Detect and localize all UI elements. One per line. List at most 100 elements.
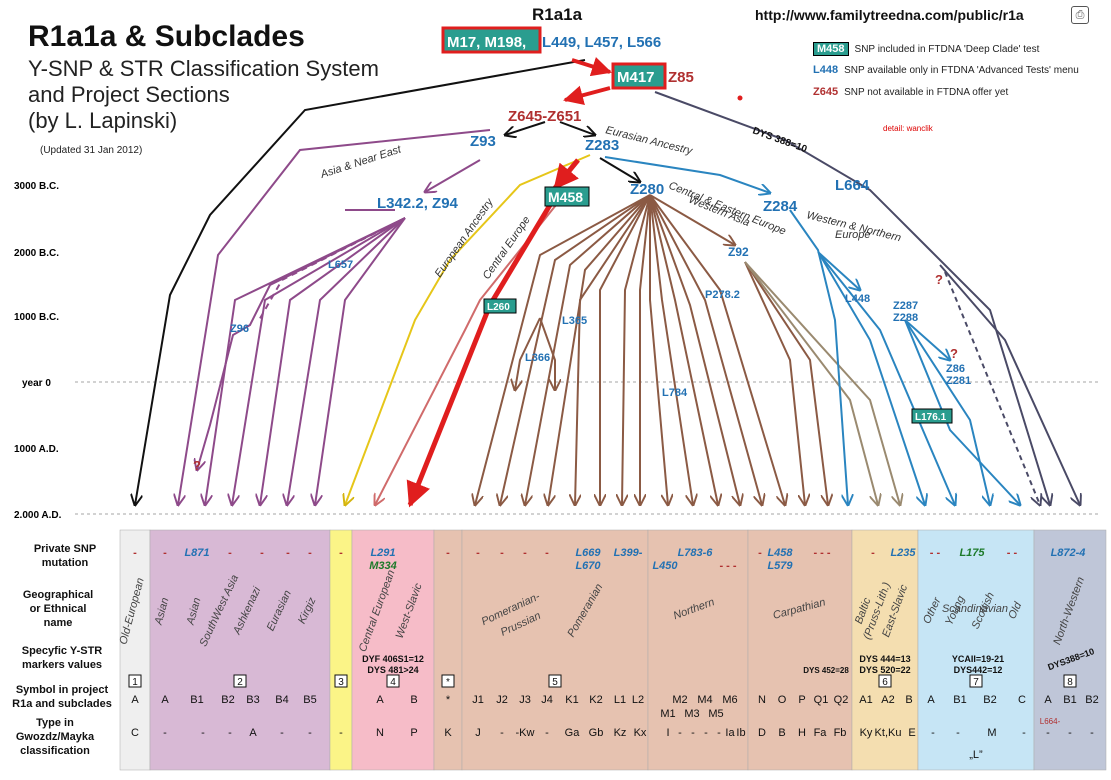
section-background xyxy=(1033,529,1107,771)
section-number-box xyxy=(233,674,247,688)
branch-z280 xyxy=(525,194,651,505)
snp-l784: L784 xyxy=(662,387,688,399)
cell-type: - xyxy=(1090,727,1094,739)
section-background xyxy=(917,529,1035,771)
row-label-symbol: Symbol in project xyxy=(16,684,109,696)
cell-snp: L458 xyxy=(767,547,793,559)
cell-snp: - - xyxy=(930,547,941,559)
time-label: 2000 B.C. xyxy=(14,248,59,259)
section-number-box xyxy=(878,674,892,688)
branch-z280 xyxy=(640,194,651,505)
cell-snp: L399- xyxy=(614,547,643,559)
cell-symbol: C xyxy=(1018,694,1026,706)
cell-snp: M334 xyxy=(369,560,397,572)
branch-l176 xyxy=(904,319,1020,505)
section-number: 8 xyxy=(1067,677,1073,688)
cell-type: - xyxy=(500,727,504,739)
branch-z92 xyxy=(649,194,735,245)
cell-symbol: N xyxy=(758,694,766,706)
branch-baltic-a xyxy=(744,261,878,505)
label-europe: Europe xyxy=(835,229,870,241)
cell-snp: L235 xyxy=(890,547,916,559)
cell-symbol: Q2 xyxy=(834,694,849,706)
branch-asia-b4 xyxy=(315,217,406,505)
section-number: 2 xyxy=(237,677,243,688)
branch-baltic-b xyxy=(744,261,900,505)
m458-box xyxy=(544,186,590,207)
cell-str: DYS 452=28 xyxy=(803,666,849,675)
snp-labels: M17, M198, L449, L457, L566 M417 Z85 Z64… xyxy=(193,26,971,473)
row-label-geo: Geographical xyxy=(23,589,93,601)
branch-l366 xyxy=(515,317,541,390)
branch-european xyxy=(345,154,591,505)
cell-symbol: A xyxy=(131,694,139,706)
cell-symbol: B1 xyxy=(1063,694,1076,706)
snp-m458: M458 xyxy=(548,189,583,205)
cell-snp: - xyxy=(286,547,290,559)
cell-symbol: A xyxy=(1044,694,1052,706)
cell-snp: - - xyxy=(1007,547,1018,559)
snp-z284: Z284 xyxy=(763,198,798,215)
source-url[interactable]: http://www.familytreedna.com/public/r1a xyxy=(755,7,1024,23)
branch-z280 xyxy=(649,194,740,505)
row-label-geo: or Ethnical xyxy=(30,603,87,615)
snp-z281: Z281 xyxy=(946,375,971,387)
cell-symbol: B1 xyxy=(190,694,203,706)
cell-symbol: A1 xyxy=(859,694,872,706)
section-background xyxy=(119,529,151,771)
print-icon[interactable]: ⎙ xyxy=(1071,6,1089,24)
legend-text: SNP not available in FTDNA offer yet xyxy=(844,86,1009,98)
snp-z280: Z280 xyxy=(630,181,664,198)
cell-symbol: J3 xyxy=(519,694,531,706)
root-box xyxy=(441,26,542,54)
branch-to-z86 xyxy=(904,319,950,360)
main-title: R1a1a & Subclades xyxy=(28,20,305,53)
cell-type: B xyxy=(778,727,785,739)
branch-z92-a xyxy=(744,261,805,505)
branch-l664 xyxy=(654,91,1050,505)
time-label: 1000 A.D. xyxy=(14,444,59,455)
cell-snp: - xyxy=(163,547,167,559)
cell-symbol: B xyxy=(410,694,417,706)
cell-symbol: B1 xyxy=(953,694,966,706)
highlight-to-m417 xyxy=(571,57,612,77)
cell-symbol: B2 xyxy=(983,694,996,706)
cell-symbol: O xyxy=(778,694,787,706)
cell-symbol: M2 xyxy=(672,694,687,706)
branch-l664-dashed xyxy=(944,271,1040,505)
branch-to-z287 xyxy=(817,251,860,290)
legend-text: SNP included in FTDNA 'Deep Clade' test xyxy=(854,43,1040,55)
section-number-box xyxy=(1063,674,1077,688)
cell-type: - xyxy=(280,727,284,739)
legend-code: Z645 xyxy=(813,86,839,98)
cell-symbol: B5 xyxy=(303,694,316,706)
time-label: 3000 B.C. xyxy=(14,181,59,192)
l176-box xyxy=(911,408,953,424)
branch-z280 xyxy=(600,194,651,505)
cell-snp: - xyxy=(446,547,450,559)
cell-type: - xyxy=(678,727,682,739)
section-number-box xyxy=(334,674,348,688)
cell-snp: L175 xyxy=(959,547,985,559)
row-label-str: Specyfic Y-STR xyxy=(22,645,103,657)
branch-z280 xyxy=(649,195,668,505)
updated-date: (Updated 31 Jan 2012) xyxy=(40,145,143,156)
branch-asia-b2 xyxy=(260,217,406,505)
time-label: year 0 xyxy=(22,378,51,389)
cell-snp: L291 xyxy=(370,547,395,559)
cell-geo: Scandinavian xyxy=(942,603,1008,615)
cell-symbol: B xyxy=(905,694,912,706)
cell-type: - xyxy=(228,727,232,739)
section-number: 3 xyxy=(338,677,344,688)
table-section: - * K * xyxy=(433,529,463,771)
cell-symbol: B2 xyxy=(1085,694,1098,706)
snp-root: M17, M198, xyxy=(447,34,526,51)
branch-z280 xyxy=(475,194,651,505)
branch-z280 xyxy=(649,194,718,505)
cell-symbol: A xyxy=(376,694,384,706)
cell-symbol: A2 xyxy=(881,694,894,706)
table-section: - - 3 xyxy=(329,529,353,771)
